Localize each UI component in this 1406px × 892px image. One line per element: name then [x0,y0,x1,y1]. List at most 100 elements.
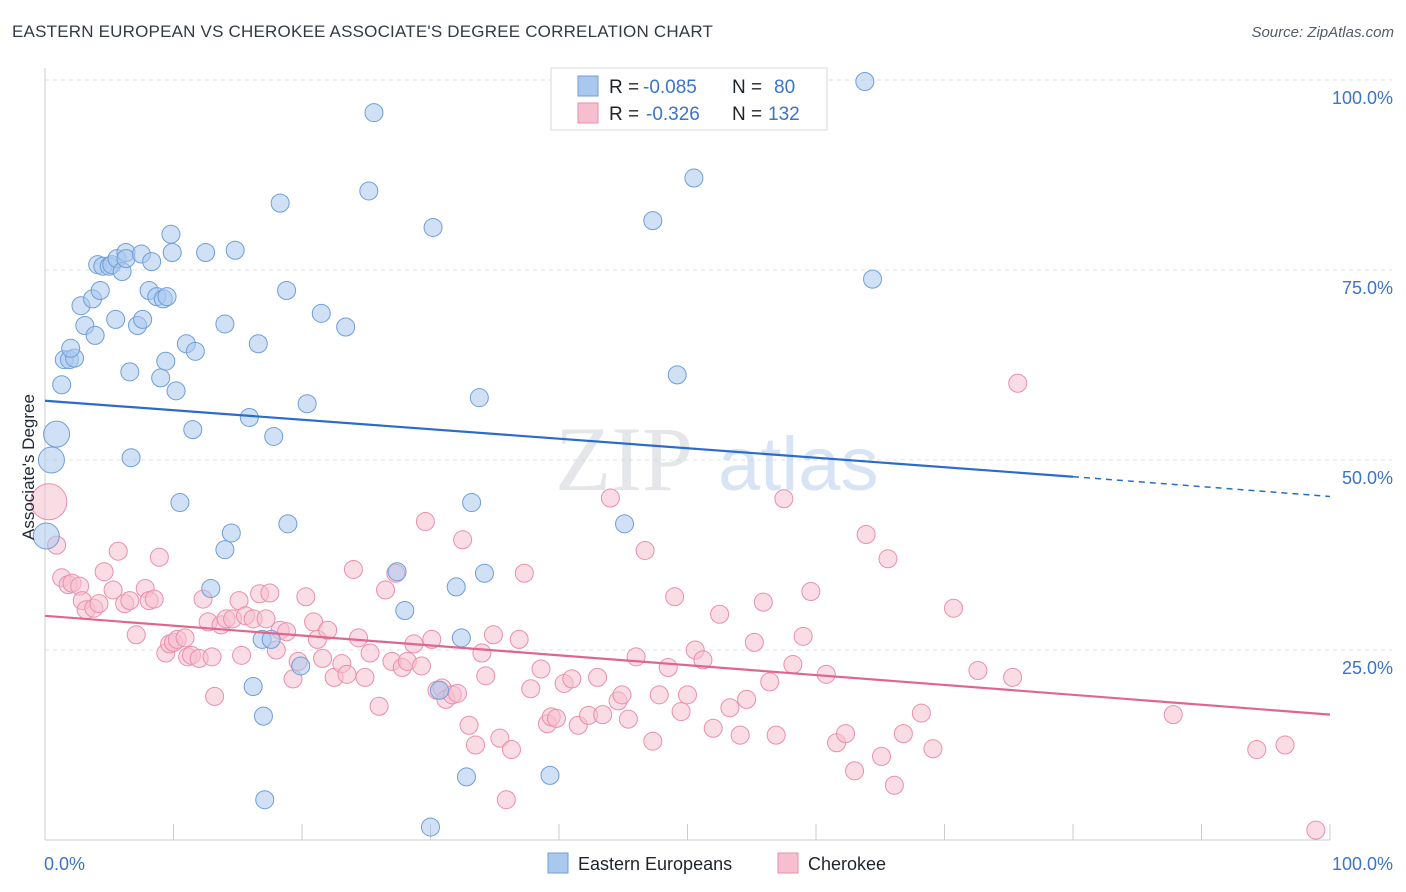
cherokee-point [923,739,943,759]
cherokee-point [635,540,655,560]
legend-swatch-pink [577,102,599,124]
cherokee-point [649,685,669,705]
eastern-european-point [151,368,171,388]
eastern-european-point [43,420,71,448]
eastern-european-trend-line [44,399,1074,478]
cherokee-point [753,592,773,612]
eastern-european-point [643,211,663,231]
cherokee-point [447,683,467,703]
chart-title: EASTERN EUROPEAN VS CHEROKEE ASSOCIATE'S… [12,22,714,41]
cherokee-point [277,622,297,642]
y-tick-label: 75.0% [1342,278,1393,298]
series-legend: Eastern Europeans Cherokee [547,852,886,874]
eastern-european-point [387,562,407,582]
cherokee-point [120,591,140,611]
cherokee-point [476,666,496,686]
legend-r-label-1: R = [609,77,639,98]
eastern-european-trend-extension [1072,475,1331,498]
eastern-european-point [166,381,186,401]
eastern-european-point [456,767,476,787]
eastern-european-points [32,72,883,837]
cherokee-point [343,559,363,579]
legend-n-value-1: 80 [774,77,795,98]
eastern-european-point [85,325,105,345]
eastern-european-point [429,680,449,700]
eastern-european-point [855,72,875,92]
eastern-european-point [261,629,281,649]
bottom-legend-swatch-blue [547,852,569,874]
eastern-european-point [863,269,883,289]
cherokee-point [260,583,280,603]
eastern-european-point [215,540,235,560]
eastern-european-point [462,493,482,513]
eastern-european-point [364,103,384,123]
eastern-european-point [185,341,205,361]
eastern-european-point [248,334,268,354]
x-tick-label: 100.0% [1332,854,1393,874]
eastern-european-point [264,426,284,446]
cherokee-point [422,629,442,649]
eastern-european-point [170,493,190,513]
cherokee-point [465,735,485,755]
eastern-european-point [451,628,471,648]
cherokee-trend-line [44,614,1331,716]
cherokee-point [103,580,123,600]
eastern-european-point [157,287,177,307]
cherokee-point [600,488,620,508]
cherokee-point [412,656,432,676]
eastern-european-point [291,656,311,676]
cherokee-point [737,689,757,709]
legend-swatch-blue [577,75,599,97]
grid-lines [45,79,1392,651]
cherokee-point [658,657,678,677]
watermark-atlas: atlas [718,422,879,507]
eastern-european-point [278,514,298,534]
cherokee-point [720,698,740,718]
eastern-european-point [121,448,141,468]
eastern-european-point [156,351,176,371]
cherokee-point [453,530,473,550]
y-tick-label: 50.0% [1342,468,1393,488]
eastern-european-point [540,765,560,785]
cherokee-point [108,541,128,561]
eastern-european-point [37,446,65,474]
eastern-european-point [32,522,60,550]
eastern-european-point [120,362,140,382]
y-tick-label: 25.0% [1342,658,1393,678]
cherokee-point [483,625,503,645]
cherokee-point [94,562,114,582]
cherokee-point [760,672,780,692]
cherokee-point [296,587,316,607]
cherokee-point [562,669,582,689]
cherokee-point [490,728,510,748]
eastern-european-point [239,407,259,427]
cherokee-point [256,609,276,629]
eastern-european-point [255,790,275,810]
cherokee-point [744,632,764,652]
cherokee-point [349,628,369,648]
bottom-legend-swatch-pink [777,852,799,874]
cherokee-point [144,589,164,609]
eastern-european-point [221,523,241,543]
cherokee-point [612,685,632,705]
bottom-legend-eastern-europeans: Eastern Europeans [578,854,732,874]
cherokee-point [845,761,865,781]
cherokee-point [202,647,222,667]
legend-r-value-1: -0.085 [643,77,697,98]
eastern-european-point [474,563,494,583]
cherokee-point [1003,667,1023,687]
cherokee-point [793,626,813,646]
y-tick-label: 100.0% [1332,88,1393,108]
legend-r-value-2: -0.326 [646,104,700,125]
cherokee-point [415,512,435,532]
cherokee-point [337,664,357,684]
eastern-european-point [201,578,221,598]
cherokee-point [671,702,691,722]
trend-lines [44,399,1331,716]
eastern-european-point [225,240,245,260]
cherokee-point [893,724,913,744]
cherokee-point [710,604,730,624]
cherokee-point [369,696,389,716]
eastern-european-point [162,243,182,263]
